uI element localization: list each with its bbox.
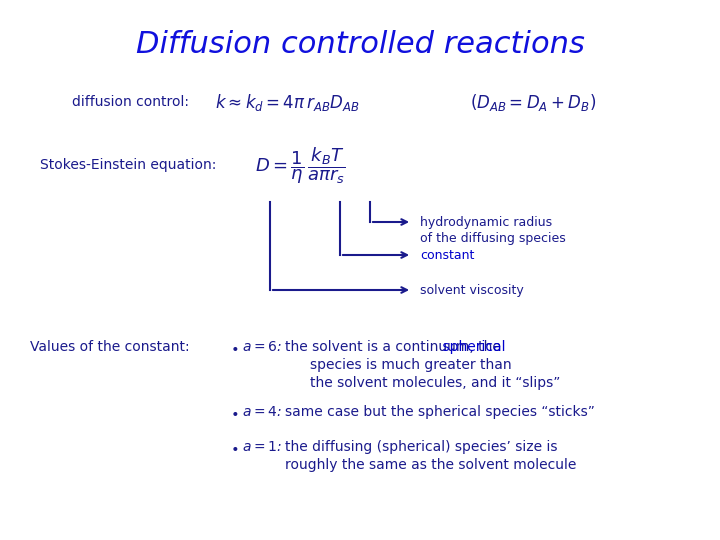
Text: the solvent is a continuum, the: the solvent is a continuum, the (285, 340, 505, 354)
Text: $D = \dfrac{1}{\eta}\,\dfrac{k_B T}{a\pi r_s}$: $D = \dfrac{1}{\eta}\,\dfrac{k_B T}{a\pi… (255, 145, 346, 186)
Text: $a = 6$:: $a = 6$: (242, 340, 282, 354)
Text: $(D_{AB} = D_A + D_B)$: $(D_{AB} = D_A + D_B)$ (470, 92, 596, 113)
Text: Diffusion controlled reactions: Diffusion controlled reactions (135, 30, 585, 59)
Text: constant: constant (420, 249, 474, 262)
Text: roughly the same as the solvent molecule: roughly the same as the solvent molecule (285, 458, 577, 472)
Text: the diffusing (spherical) species’ size is: the diffusing (spherical) species’ size … (285, 440, 557, 454)
Text: the solvent molecules, and it “slips”: the solvent molecules, and it “slips” (310, 376, 560, 390)
Text: same case but the spherical species “sticks”: same case but the spherical species “sti… (285, 405, 595, 419)
Text: $a = 4$:: $a = 4$: (242, 405, 282, 419)
Text: $\bullet$: $\bullet$ (230, 440, 238, 454)
Text: $a = 1$:: $a = 1$: (242, 440, 282, 454)
Text: $\bullet$: $\bullet$ (230, 405, 238, 419)
Text: Values of the constant:: Values of the constant: (30, 340, 189, 354)
Text: $\bullet$: $\bullet$ (230, 340, 238, 354)
Text: solvent viscosity: solvent viscosity (420, 284, 523, 297)
Text: spherical: spherical (285, 340, 505, 354)
Text: $k \approx k_d = 4\pi \, r_{AB} D_{AB}$: $k \approx k_d = 4\pi \, r_{AB} D_{AB}$ (215, 92, 359, 113)
Text: Stokes-Einstein equation:: Stokes-Einstein equation: (40, 158, 217, 172)
Text: diffusion control:: diffusion control: (72, 95, 189, 109)
Text: of the diffusing species: of the diffusing species (420, 232, 566, 245)
Text: species is much greater than: species is much greater than (310, 358, 512, 372)
Text: hydrodynamic radius: hydrodynamic radius (420, 216, 552, 229)
